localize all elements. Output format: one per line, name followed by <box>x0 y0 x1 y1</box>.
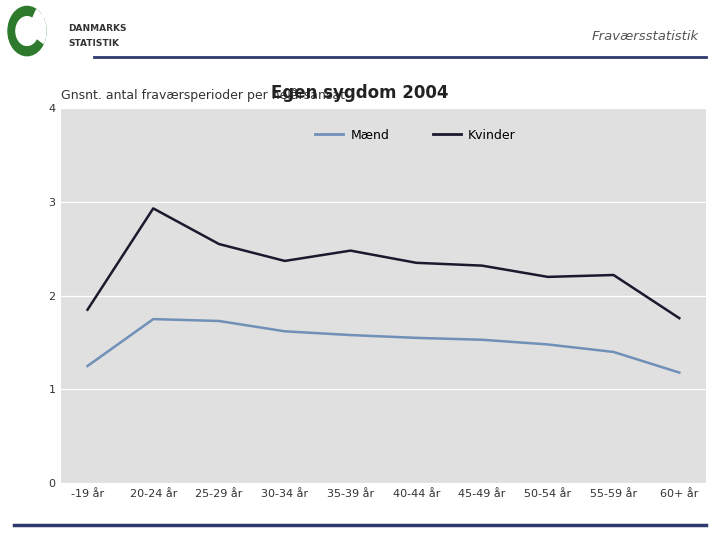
FancyArrow shape <box>35 15 44 26</box>
Text: Gnsnt. antal fraværsperioder per helårsansat: Gnsnt. antal fraværsperioder per helårsa… <box>61 89 345 103</box>
Circle shape <box>16 17 38 45</box>
Legend: Mænd, Kvinder: Mænd, Kvinder <box>310 124 521 147</box>
Wedge shape <box>32 10 46 43</box>
Text: STATISTIK: STATISTIK <box>68 39 120 48</box>
Circle shape <box>8 6 46 56</box>
Text: Fraværsstatistik: Fraværsstatistik <box>591 30 698 43</box>
Text: Egen sygdom 2004: Egen sygdom 2004 <box>271 84 449 102</box>
Text: DANMARKS: DANMARKS <box>68 24 127 33</box>
